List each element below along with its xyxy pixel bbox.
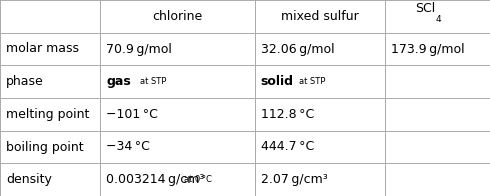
Text: mixed sulfur: mixed sulfur <box>281 10 359 23</box>
Text: phase: phase <box>6 75 44 88</box>
Text: −101 °C: −101 °C <box>106 108 158 121</box>
Text: chlorine: chlorine <box>152 10 203 23</box>
Text: solid: solid <box>261 75 294 88</box>
Text: 2.07 g/cm³: 2.07 g/cm³ <box>261 173 327 186</box>
Text: density: density <box>6 173 52 186</box>
Text: at 0 °C: at 0 °C <box>184 175 212 184</box>
Text: 4: 4 <box>436 15 441 24</box>
Text: −34 °C: −34 °C <box>106 141 150 153</box>
Text: 112.8 °C: 112.8 °C <box>261 108 314 121</box>
Text: 32.06 g/mol: 32.06 g/mol <box>261 43 334 55</box>
Text: SCl: SCl <box>415 2 435 15</box>
Text: 444.7 °C: 444.7 °C <box>261 141 314 153</box>
Text: boiling point: boiling point <box>6 141 83 153</box>
Text: 70.9 g/mol: 70.9 g/mol <box>106 43 172 55</box>
Text: 173.9 g/mol: 173.9 g/mol <box>391 43 464 55</box>
Text: 0.003214 g/cm³: 0.003214 g/cm³ <box>106 173 205 186</box>
Text: at STP: at STP <box>299 77 325 86</box>
Text: molar mass: molar mass <box>6 43 79 55</box>
Text: gas: gas <box>106 75 131 88</box>
Text: at STP: at STP <box>140 77 166 86</box>
Text: melting point: melting point <box>6 108 89 121</box>
